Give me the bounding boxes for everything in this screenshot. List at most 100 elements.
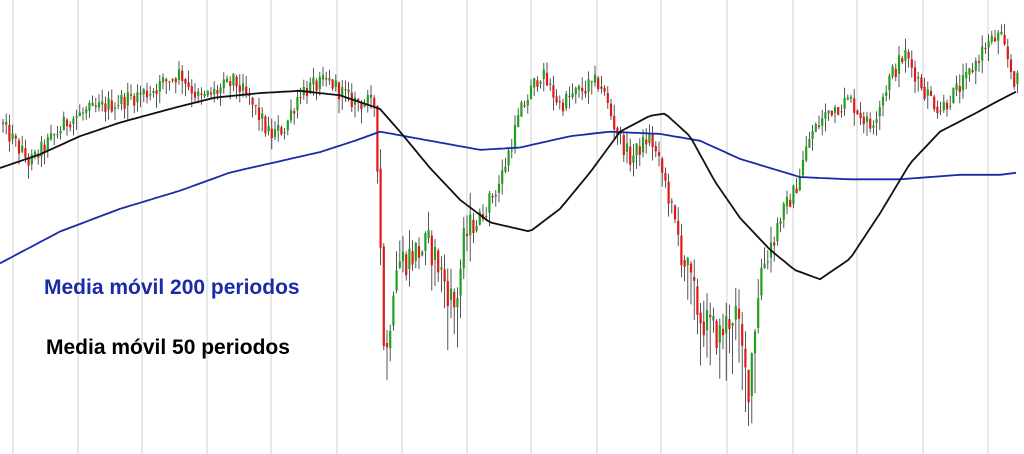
candle-up bbox=[289, 110, 293, 121]
candle-up bbox=[725, 316, 728, 334]
candle-down bbox=[817, 125, 821, 127]
candle-up bbox=[517, 115, 520, 127]
candle-down bbox=[638, 146, 641, 155]
candle-down bbox=[696, 286, 699, 315]
candle-up bbox=[53, 134, 56, 136]
candle-down bbox=[376, 105, 379, 172]
candle-up bbox=[261, 113, 264, 119]
candle-up bbox=[814, 124, 817, 132]
candle-up bbox=[501, 170, 504, 184]
candle-down bbox=[1009, 59, 1013, 73]
candle-down bbox=[581, 87, 584, 92]
candle-down bbox=[280, 127, 283, 135]
candle-down bbox=[94, 105, 97, 107]
candle-down bbox=[840, 111, 843, 113]
candle-up bbox=[1000, 31, 1003, 35]
candle-up bbox=[478, 211, 481, 225]
candle-up bbox=[798, 176, 801, 191]
candle-up bbox=[981, 46, 984, 61]
candle-up bbox=[849, 96, 853, 99]
candle-up bbox=[574, 87, 577, 95]
candle-up bbox=[107, 98, 110, 110]
candle-up bbox=[750, 353, 753, 396]
candle-down bbox=[245, 86, 248, 94]
candle-up bbox=[427, 230, 430, 239]
candle-down bbox=[187, 82, 190, 88]
candle-up bbox=[533, 78, 536, 88]
candle-down bbox=[709, 315, 712, 318]
candle-down bbox=[337, 82, 341, 100]
candle-up bbox=[5, 121, 8, 125]
candle-up bbox=[801, 160, 805, 176]
candle-up bbox=[341, 87, 344, 96]
candle-up bbox=[539, 81, 542, 84]
candle-up bbox=[1016, 72, 1019, 85]
candle-down bbox=[299, 97, 302, 99]
candle-down bbox=[859, 112, 862, 119]
candle-up bbox=[241, 83, 245, 91]
candle-down bbox=[251, 97, 254, 105]
candle-up bbox=[779, 221, 782, 224]
candle-down bbox=[971, 70, 974, 73]
candle-down bbox=[558, 101, 561, 103]
candle-down bbox=[411, 251, 414, 265]
candle-down bbox=[139, 93, 142, 95]
candle-up bbox=[456, 298, 459, 308]
candle-up bbox=[513, 124, 517, 148]
candle-up bbox=[49, 133, 53, 140]
candle-up bbox=[766, 261, 769, 263]
candle-up bbox=[59, 130, 62, 134]
candle-down bbox=[254, 105, 257, 106]
candle-down bbox=[27, 157, 30, 166]
candle-up bbox=[78, 112, 81, 117]
candle-up bbox=[763, 263, 766, 268]
candle-up bbox=[955, 83, 958, 90]
candle-up bbox=[885, 92, 888, 96]
candle-down bbox=[270, 128, 273, 139]
candle-down bbox=[977, 61, 981, 63]
candle-down bbox=[168, 81, 171, 83]
candle-up bbox=[91, 102, 94, 106]
candle-down bbox=[382, 246, 385, 346]
candle-up bbox=[309, 82, 312, 94]
candle-down bbox=[664, 172, 667, 181]
candle-up bbox=[203, 94, 206, 97]
candle-down bbox=[216, 90, 219, 94]
candle-down bbox=[110, 100, 113, 112]
candle-down bbox=[673, 205, 677, 220]
candle-up bbox=[40, 141, 43, 157]
candle-up bbox=[46, 137, 49, 151]
candle-up bbox=[213, 88, 216, 95]
candle-up bbox=[782, 203, 785, 220]
candle-up bbox=[75, 116, 78, 118]
candle-down bbox=[104, 103, 107, 112]
candle-down bbox=[248, 94, 251, 96]
candle-down bbox=[689, 263, 693, 273]
candle-up bbox=[526, 100, 529, 106]
candle-down bbox=[600, 86, 603, 89]
candle-up bbox=[469, 214, 472, 236]
candle-up bbox=[273, 129, 277, 138]
candle-down bbox=[913, 67, 917, 82]
candle-down bbox=[609, 103, 613, 117]
candle-up bbox=[389, 330, 392, 349]
candle-up bbox=[648, 133, 651, 144]
candle-up bbox=[821, 118, 824, 126]
candle-down bbox=[145, 90, 149, 98]
candle-down bbox=[264, 116, 267, 134]
candle-up bbox=[286, 120, 289, 131]
candle-up bbox=[520, 102, 523, 117]
candle-up bbox=[875, 119, 878, 123]
candle-down bbox=[744, 348, 747, 368]
candle-down bbox=[715, 320, 718, 348]
candle-down bbox=[385, 343, 389, 348]
candle-down bbox=[235, 76, 238, 87]
candle-down bbox=[472, 219, 475, 233]
candle-up bbox=[625, 143, 629, 152]
candle-down bbox=[190, 86, 193, 94]
candle-down bbox=[597, 77, 600, 89]
candle-up bbox=[225, 78, 229, 83]
candle-up bbox=[926, 89, 929, 96]
candles bbox=[1, 23, 1019, 426]
